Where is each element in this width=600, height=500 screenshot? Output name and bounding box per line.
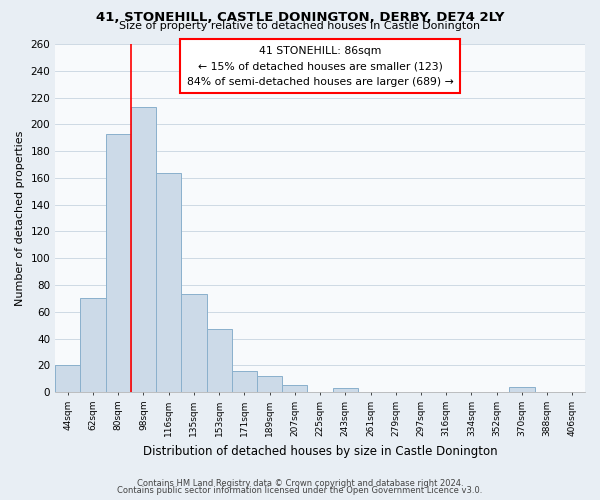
Text: 41 STONEHILL: 86sqm
← 15% of detached houses are smaller (123)
84% of semi-detac: 41 STONEHILL: 86sqm ← 15% of detached ho… bbox=[187, 46, 454, 87]
Bar bbox=[232, 370, 257, 392]
Text: Contains public sector information licensed under the Open Government Licence v3: Contains public sector information licen… bbox=[118, 486, 482, 495]
Bar bbox=[332, 388, 358, 392]
Bar bbox=[106, 134, 131, 392]
Bar bbox=[181, 294, 206, 392]
X-axis label: Distribution of detached houses by size in Castle Donington: Distribution of detached houses by size … bbox=[143, 444, 497, 458]
Bar bbox=[131, 107, 156, 392]
Bar bbox=[80, 298, 106, 392]
Text: Size of property relative to detached houses in Castle Donington: Size of property relative to detached ho… bbox=[119, 21, 481, 31]
Bar bbox=[55, 366, 80, 392]
Text: 41, STONEHILL, CASTLE DONINGTON, DERBY, DE74 2LY: 41, STONEHILL, CASTLE DONINGTON, DERBY, … bbox=[96, 11, 504, 24]
Bar bbox=[509, 387, 535, 392]
Bar bbox=[206, 329, 232, 392]
Text: Contains HM Land Registry data © Crown copyright and database right 2024.: Contains HM Land Registry data © Crown c… bbox=[137, 478, 463, 488]
Bar bbox=[282, 386, 307, 392]
Bar bbox=[156, 172, 181, 392]
Y-axis label: Number of detached properties: Number of detached properties bbox=[15, 130, 25, 306]
Bar bbox=[257, 376, 282, 392]
